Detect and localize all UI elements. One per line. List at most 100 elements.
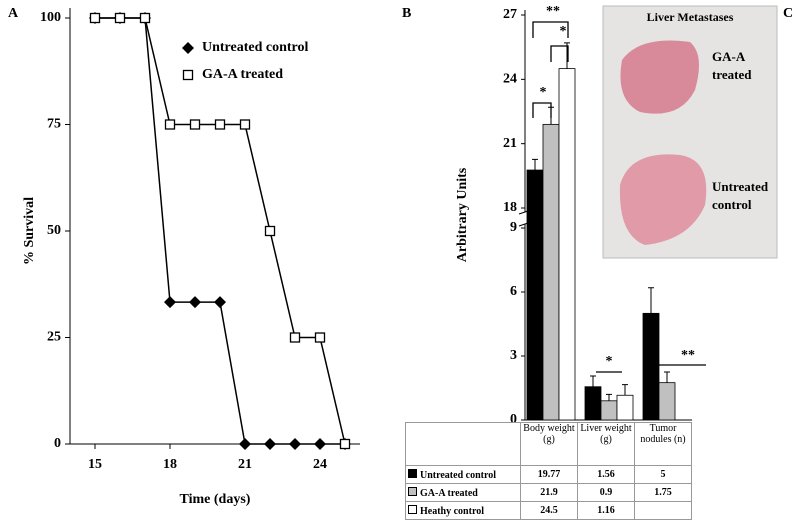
error-bar: [606, 393, 612, 401]
bar: [642, 312, 660, 421]
y-tick-label: 9: [510, 220, 517, 235]
marker: [314, 438, 326, 450]
bar: [542, 123, 560, 421]
x-axis-label: Time (days): [180, 492, 251, 507]
bar: [658, 382, 676, 421]
table-row: Heathy control 24.5 1.16: [405, 501, 692, 520]
marker: [182, 42, 194, 54]
marker: [264, 225, 276, 237]
marker: [289, 332, 301, 343]
bar: [558, 68, 576, 421]
table-row: GA-A treated 21.9 0.9 1.75: [405, 483, 692, 502]
bar: [616, 394, 634, 421]
y-tick-label: 100: [40, 10, 61, 25]
error-bar: [622, 384, 628, 396]
marker: [164, 119, 176, 130]
y-tick-label: 18: [503, 200, 517, 215]
table-cell: Liver weight (g): [577, 422, 635, 466]
y-tick-label: 24: [503, 72, 517, 87]
legend-swatch: [408, 468, 417, 478]
legend-label: GA-A treated: [202, 67, 283, 82]
x-tick-label: 15: [88, 457, 102, 472]
table-cell: Tumor nodules (n): [634, 422, 692, 466]
marker: [139, 12, 151, 24]
y-tick-label: 21: [503, 136, 517, 151]
table-cell: 1.56: [577, 465, 635, 484]
y-tick-label: 25: [47, 330, 61, 345]
table-cell: 0.9: [577, 483, 635, 502]
y-tick-label: 0: [54, 436, 61, 451]
significance-bracket: [532, 21, 569, 38]
marker: [239, 119, 251, 130]
error-bar: [590, 375, 596, 387]
bar: [600, 400, 618, 421]
x-tick-label: 18: [163, 457, 177, 472]
marker: [314, 332, 326, 343]
marker: [182, 69, 194, 81]
table-cell: 5: [634, 465, 692, 484]
photo-title: Liver Metastases: [646, 10, 734, 24]
panel-label: B: [402, 6, 411, 21]
table-cell: GA-A treated: [405, 483, 521, 502]
table-cell: Untreated control: [405, 465, 521, 484]
marker: [339, 438, 351, 450]
table-cell: Body weight (g): [520, 422, 578, 466]
x-tick-label: 21: [238, 457, 252, 472]
table-cell: 21.9: [520, 483, 578, 502]
marker: [214, 296, 226, 309]
marker: [239, 438, 251, 450]
significance-bracket: [532, 102, 552, 118]
significance-label: *: [606, 354, 613, 369]
table-row: Body weight (g) Liver weight (g) Tumor nod…: [405, 422, 692, 466]
y-tick-label: 50: [47, 223, 61, 238]
photo-label: GA-A treated: [712, 49, 752, 82]
table-cell: 1.16: [577, 501, 635, 520]
panel-label: C: [783, 6, 793, 21]
error-bar: [664, 371, 670, 383]
marker: [289, 438, 301, 450]
table-row: Untreated control 19.77 1.56 5: [405, 465, 692, 484]
table-cell: Heathy control: [405, 501, 521, 520]
significance-label: **: [546, 4, 560, 19]
y-tick-label: 6: [510, 284, 517, 299]
y-tick-label: 0: [510, 412, 517, 427]
legend-label: GA-A treated: [420, 487, 478, 499]
liver: [620, 40, 699, 114]
error-bar: [532, 158, 538, 171]
marker: [214, 119, 226, 130]
marker: [189, 119, 201, 130]
legend-label: Untreated control: [202, 40, 309, 55]
y-tick-label: 27: [503, 7, 517, 22]
marker: [114, 12, 126, 24]
liver: [619, 154, 707, 245]
marker: [264, 438, 276, 450]
table-cell: [405, 422, 521, 466]
data-table: Body weight (g) Liver weight (g) Tumor nod…: [405, 422, 692, 520]
legend-label: Heathy control: [420, 505, 484, 517]
significance-label: *: [560, 24, 567, 39]
bar: [584, 386, 602, 421]
marker: [89, 12, 101, 24]
significance-bracket: [550, 45, 569, 62]
y-axis-label: % Survival: [22, 197, 37, 265]
table-cell: 1.75: [634, 483, 692, 502]
error-bar: [648, 287, 654, 314]
legend-swatch: [408, 504, 417, 514]
bar: [526, 169, 544, 421]
error-bar: [564, 42, 570, 69]
x-tick-label: 24: [313, 457, 327, 472]
panel-label: A: [8, 6, 19, 21]
significance-label: **: [681, 348, 695, 363]
y-tick-label: 75: [47, 117, 61, 132]
table-cell: 24.5: [520, 501, 578, 520]
y-axis-label: Arbitrary Units: [455, 167, 470, 262]
marker: [164, 296, 176, 309]
legend-swatch: [408, 486, 417, 496]
legend-label: Untreated control: [420, 469, 497, 481]
marker: [189, 296, 201, 309]
photo-label: Untreated control: [712, 179, 769, 212]
table-cell: [634, 501, 692, 520]
significance-label: *: [540, 85, 547, 100]
